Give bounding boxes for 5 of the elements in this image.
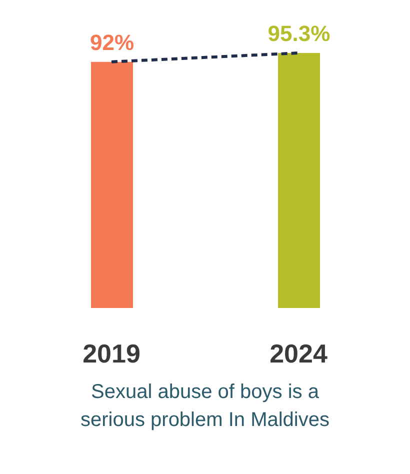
data-label: 95.3% xyxy=(268,21,330,46)
data-label: 92% xyxy=(90,30,134,55)
x-tick-label: 2024 xyxy=(270,338,328,368)
x-axis-title: Sexual abuse of boys is a serious problem In Maldives xyxy=(80,380,330,433)
x-tick-label: 2019 xyxy=(82,338,140,368)
